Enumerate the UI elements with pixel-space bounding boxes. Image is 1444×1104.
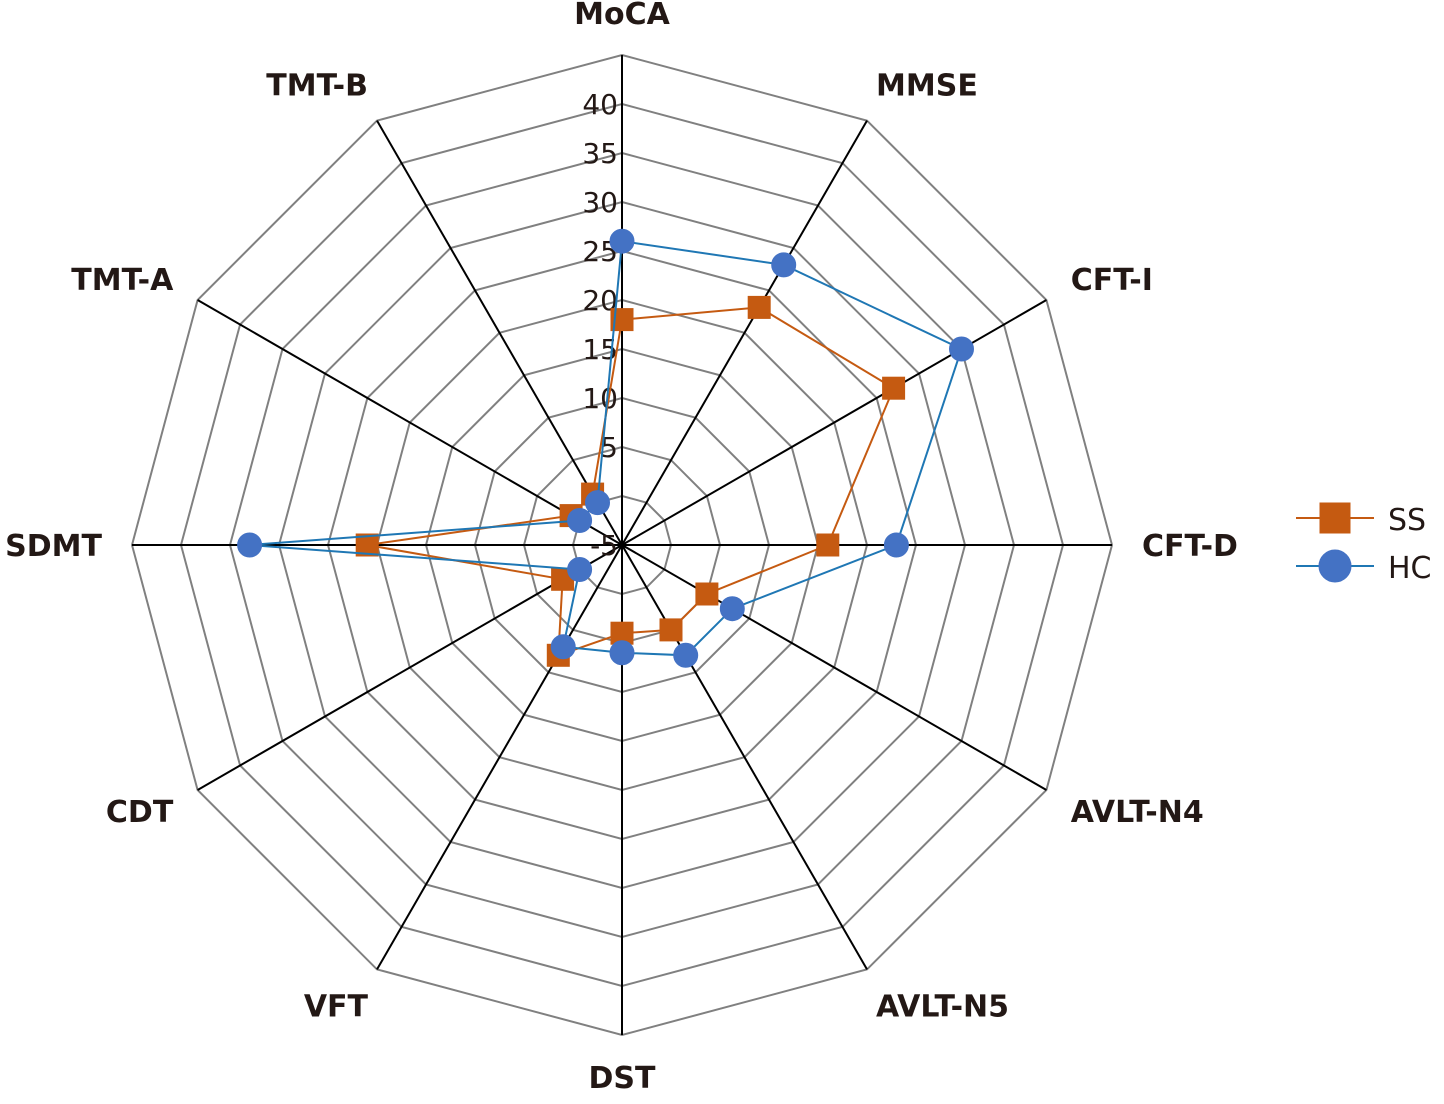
axis-label-tmt-a: TMT-A	[71, 263, 174, 298]
axis-label-vft: VFT	[304, 990, 369, 1025]
data-point-hc-cft-d	[883, 532, 909, 558]
data-point-ss-sdmt	[355, 533, 379, 557]
data-point-hc-sdmt	[237, 532, 263, 558]
tick-label: 10	[582, 382, 618, 415]
spoke-mmse	[621, 120, 868, 546]
axis-label-tmt-b: TMT-B	[266, 68, 368, 103]
legend-marker-hc	[1318, 549, 1352, 583]
spoke-tmt-a	[197, 299, 623, 546]
series-line-ss	[367, 306, 895, 657]
data-point-hc-cft-i	[949, 336, 974, 362]
spoke-avlt-n5	[621, 544, 868, 970]
axis-label-mmse: MMSE	[876, 68, 978, 103]
axis-label-avlt-n5: AVLT-N5	[876, 990, 1009, 1025]
tick-label: -5	[590, 529, 618, 562]
data-point-hc-moca	[609, 228, 635, 254]
tick-label: 35	[582, 137, 618, 170]
series-hc	[237, 228, 974, 668]
data-point-hc-dst	[609, 640, 635, 666]
legend-item-hc: HC	[1296, 549, 1432, 586]
data-point-hc-avlt-n5	[673, 642, 699, 668]
legend-item-ss: SS	[1296, 502, 1426, 538]
data-point-hc-vft	[550, 634, 576, 660]
legend-label-hc: HC	[1388, 551, 1432, 586]
data-point-hc-cdt	[567, 557, 593, 582]
axis-label-moca: MoCA	[574, 0, 670, 32]
data-point-ss-avlt-n4	[695, 582, 719, 606]
series-layer	[237, 228, 974, 668]
axis-label-avlt-n4: AVLT-N4	[1071, 795, 1204, 830]
data-point-ss-moca	[610, 308, 634, 332]
spoke-avlt-n4	[621, 544, 1047, 791]
data-point-hc-tmt-b	[585, 490, 610, 516]
tick-label: 5	[600, 431, 618, 464]
axis-label-cdt: CDT	[106, 795, 174, 830]
data-point-hc-tmt-a	[567, 508, 593, 533]
tick-label: 40	[582, 88, 618, 121]
data-point-ss-avlt-n5	[659, 618, 683, 642]
data-point-ss-cft-d	[816, 533, 840, 557]
spoke-cft-i	[621, 299, 1047, 546]
data-point-ss-cft-i	[882, 376, 906, 400]
legend: SS HC	[1296, 502, 1432, 586]
spoke-tmt-b	[376, 120, 623, 546]
radar-spokes	[132, 55, 1112, 1035]
axis-label-sdmt: SDMT	[5, 529, 102, 564]
axis-label-cft-d: CFT-D	[1142, 529, 1238, 564]
legend-marker-ss	[1319, 502, 1351, 534]
tick-label: 30	[582, 186, 618, 219]
data-point-hc-avlt-n4	[719, 596, 745, 622]
axis-labels: MoCA MMSE CFT-I CFT-D AVLT-N4 AVLT-N5 DST VFT CD…	[5, 0, 1238, 1096]
axis-label-dst: DST	[589, 1061, 657, 1096]
legend-label-ss: SS	[1388, 503, 1426, 538]
spoke-vft	[376, 544, 623, 970]
data-point-hc-mmse	[771, 252, 797, 278]
axis-label-cft-i: CFT-I	[1071, 263, 1153, 298]
data-point-ss-mmse	[747, 295, 771, 319]
